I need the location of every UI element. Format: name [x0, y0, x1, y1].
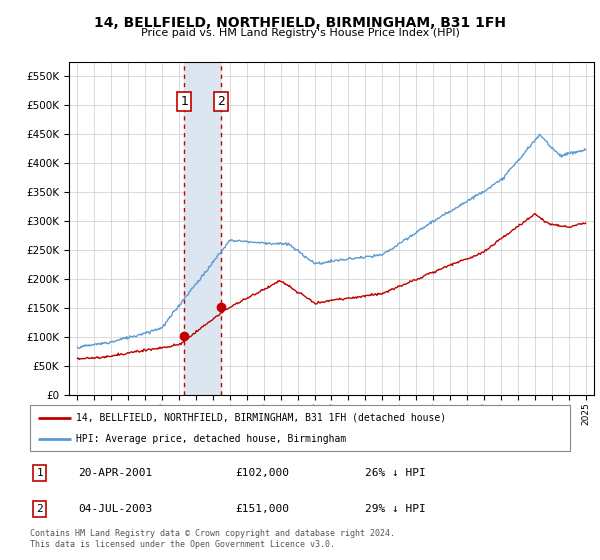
Text: 14, BELLFIELD, NORTHFIELD, BIRMINGHAM, B31 1FH (detached house): 14, BELLFIELD, NORTHFIELD, BIRMINGHAM, B…: [76, 413, 446, 423]
Bar: [184, 62, 221, 395]
Text: 04-JUL-2003: 04-JUL-2003: [79, 504, 153, 514]
Text: 1: 1: [180, 95, 188, 108]
FancyBboxPatch shape: [30, 405, 570, 451]
Text: £102,000: £102,000: [235, 468, 289, 478]
Text: 29% ↓ HPI: 29% ↓ HPI: [365, 504, 425, 514]
Text: 20-APR-2001: 20-APR-2001: [79, 468, 153, 478]
Text: 26% ↓ HPI: 26% ↓ HPI: [365, 468, 425, 478]
Text: £151,000: £151,000: [235, 504, 289, 514]
Text: 2: 2: [217, 95, 226, 108]
Text: Contains HM Land Registry data © Crown copyright and database right 2024.
This d: Contains HM Land Registry data © Crown c…: [30, 529, 395, 549]
Text: 14, BELLFIELD, NORTHFIELD, BIRMINGHAM, B31 1FH: 14, BELLFIELD, NORTHFIELD, BIRMINGHAM, B…: [94, 16, 506, 30]
Text: Price paid vs. HM Land Registry's House Price Index (HPI): Price paid vs. HM Land Registry's House …: [140, 28, 460, 38]
Text: 2: 2: [37, 504, 43, 514]
Text: 1: 1: [37, 468, 43, 478]
Text: HPI: Average price, detached house, Birmingham: HPI: Average price, detached house, Birm…: [76, 435, 346, 444]
